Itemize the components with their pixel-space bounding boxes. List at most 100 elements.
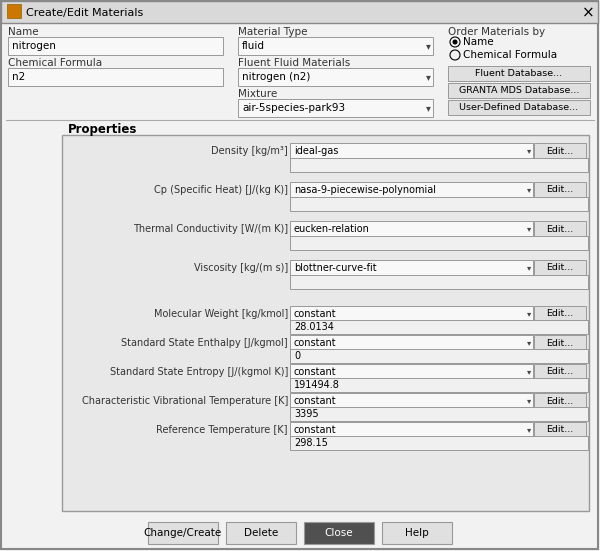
- Bar: [290, 393, 533, 409]
- Text: Density [kg/m³]: Density [kg/m³]: [211, 146, 288, 156]
- Text: Thermal Conductivity [W/(m K)]: Thermal Conductivity [W/(m K)]: [133, 224, 288, 234]
- Bar: [7, 4, 21, 18]
- Text: 298.15: 298.15: [294, 438, 328, 448]
- Text: constant: constant: [294, 425, 337, 435]
- Text: ×: ×: [581, 6, 595, 20]
- Text: Name: Name: [463, 37, 494, 47]
- Bar: [290, 335, 533, 351]
- Text: Edit...: Edit...: [547, 368, 574, 376]
- Bar: [290, 260, 533, 276]
- Text: nitrogen (n2): nitrogen (n2): [242, 72, 310, 82]
- Text: air-5species-park93: air-5species-park93: [242, 103, 345, 113]
- Text: Characteristic Vibrational Temperature [K]: Characteristic Vibrational Temperature […: [82, 396, 288, 406]
- Text: ▾: ▾: [527, 338, 531, 348]
- Text: Cp (Specific Heat) [J/(kg K)]: Cp (Specific Heat) [J/(kg K)]: [154, 185, 288, 195]
- Text: ▾: ▾: [425, 72, 430, 82]
- Text: GRANTA MDS Database...: GRANTA MDS Database...: [459, 86, 579, 95]
- Text: constant: constant: [294, 309, 337, 319]
- Circle shape: [452, 40, 458, 45]
- Bar: [534, 143, 586, 159]
- Bar: [238, 37, 433, 55]
- Bar: [290, 436, 588, 450]
- Text: Edit...: Edit...: [547, 186, 574, 195]
- Bar: [304, 522, 374, 544]
- Text: 0: 0: [294, 351, 300, 361]
- Bar: [382, 522, 452, 544]
- Bar: [8, 37, 223, 55]
- Bar: [238, 99, 433, 117]
- Text: ▾: ▾: [527, 310, 531, 318]
- Text: Fluent Fluid Materials: Fluent Fluid Materials: [238, 58, 350, 68]
- Text: Mixture: Mixture: [238, 89, 277, 99]
- Text: 3395: 3395: [294, 409, 319, 419]
- Bar: [290, 349, 588, 363]
- Bar: [290, 236, 588, 250]
- Text: ▾: ▾: [425, 103, 430, 113]
- Text: Properties: Properties: [68, 123, 137, 136]
- Text: Edit...: Edit...: [547, 310, 574, 318]
- Text: ▾: ▾: [527, 397, 531, 406]
- Bar: [534, 306, 586, 322]
- Text: Edit...: Edit...: [547, 397, 574, 406]
- Text: Order Materials by: Order Materials by: [448, 27, 545, 37]
- Bar: [226, 522, 296, 544]
- Bar: [290, 197, 588, 211]
- Text: constant: constant: [294, 338, 337, 348]
- Text: Chemical Formula: Chemical Formula: [8, 58, 102, 68]
- Bar: [534, 393, 586, 409]
- Text: Molecular Weight [kg/kmol]: Molecular Weight [kg/kmol]: [154, 309, 288, 319]
- Text: Edit...: Edit...: [547, 147, 574, 155]
- Bar: [290, 275, 588, 289]
- Text: ▾: ▾: [527, 186, 531, 195]
- Text: Close: Close: [325, 528, 353, 538]
- Bar: [290, 158, 588, 172]
- Text: Chemical Formula: Chemical Formula: [463, 50, 557, 60]
- Bar: [148, 522, 218, 544]
- Bar: [62, 135, 589, 511]
- Text: ▾: ▾: [527, 147, 531, 155]
- Bar: [448, 66, 590, 81]
- Text: Edit...: Edit...: [547, 224, 574, 234]
- Bar: [290, 143, 533, 159]
- Text: 28.0134: 28.0134: [294, 322, 334, 332]
- Text: constant: constant: [294, 396, 337, 406]
- Text: Create/Edit Materials: Create/Edit Materials: [26, 8, 143, 18]
- Bar: [534, 364, 586, 380]
- Bar: [290, 221, 533, 237]
- Text: Edit...: Edit...: [547, 338, 574, 348]
- Text: Help: Help: [405, 528, 429, 538]
- Bar: [290, 422, 533, 438]
- Bar: [238, 68, 433, 86]
- Bar: [448, 100, 590, 115]
- Text: Edit...: Edit...: [547, 425, 574, 435]
- Bar: [290, 364, 533, 380]
- Text: 191494.8: 191494.8: [294, 380, 340, 390]
- Bar: [534, 422, 586, 438]
- Bar: [534, 221, 586, 237]
- Text: constant: constant: [294, 367, 337, 377]
- Text: ▾: ▾: [527, 368, 531, 376]
- Text: ▾: ▾: [527, 263, 531, 273]
- Bar: [534, 182, 586, 198]
- Text: ▾: ▾: [527, 425, 531, 435]
- Text: Material Type: Material Type: [238, 27, 308, 37]
- Text: ▾: ▾: [527, 224, 531, 234]
- Text: Name: Name: [8, 27, 38, 37]
- Text: blottner-curve-fit: blottner-curve-fit: [294, 263, 377, 273]
- Bar: [448, 83, 590, 98]
- Bar: [290, 378, 588, 392]
- Bar: [8, 68, 223, 86]
- Text: ideal-gas: ideal-gas: [294, 146, 338, 156]
- Bar: [290, 306, 533, 322]
- Bar: [534, 260, 586, 276]
- Text: Fluent Database...: Fluent Database...: [475, 69, 563, 78]
- Text: Reference Temperature [K]: Reference Temperature [K]: [157, 425, 288, 435]
- Text: nasa-9-piecewise-polynomial: nasa-9-piecewise-polynomial: [294, 185, 436, 195]
- Bar: [534, 335, 586, 351]
- Text: Edit...: Edit...: [547, 263, 574, 273]
- Bar: [290, 182, 533, 198]
- Text: fluid: fluid: [242, 41, 265, 51]
- Text: Standard State Entropy [J/(kgmol K)]: Standard State Entropy [J/(kgmol K)]: [110, 367, 288, 377]
- Text: Viscosity [kg/(m s)]: Viscosity [kg/(m s)]: [194, 263, 288, 273]
- Bar: [290, 320, 588, 334]
